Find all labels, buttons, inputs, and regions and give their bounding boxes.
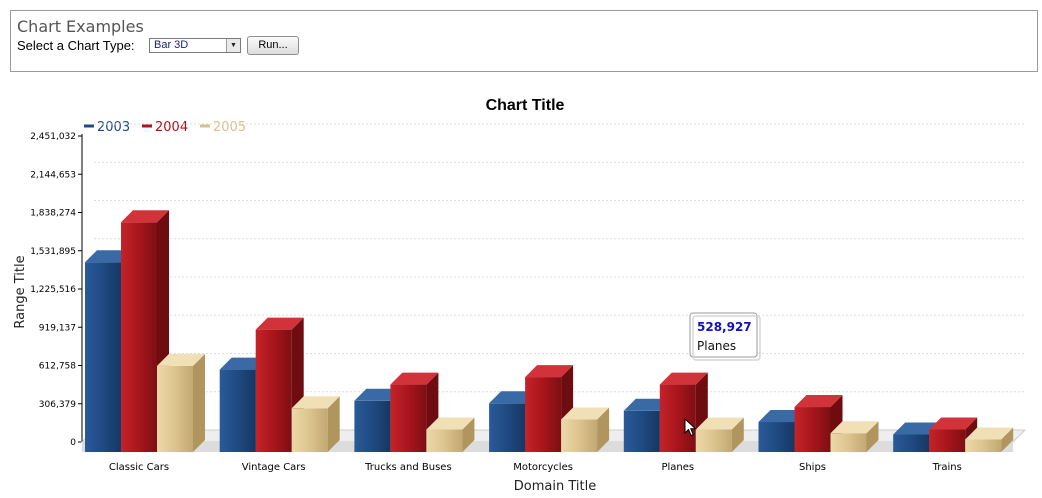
y-tick-label: 919,137 <box>39 323 76 333</box>
x-tick-label: Vintage Cars <box>242 462 306 473</box>
chart-type-selected-value: Bar 3D <box>154 39 189 51</box>
chart-type-select[interactable]: Bar 3D ▼ <box>149 38 241 53</box>
tooltip-value: 528,927 <box>697 320 752 334</box>
x-tick-label: Planes <box>661 462 694 473</box>
run-button[interactable]: Run... <box>247 36 299 55</box>
bar-series <box>85 210 1014 452</box>
y-tick-label: 0 <box>70 438 76 448</box>
y-axis-title: Range Title <box>13 255 28 328</box>
y-tick-label: 1,531,895 <box>30 247 76 257</box>
x-tick-label: Motorcycles <box>513 462 573 473</box>
tooltip-label: Planes <box>697 339 736 353</box>
bar-2005-vintage-cars[interactable] <box>291 396 340 452</box>
bar-2005-planes[interactable] <box>695 417 744 452</box>
x-axis: Classic Cars Vintage Cars Trucks and Buses… <box>109 462 962 473</box>
bar-2004-motorcycles[interactable] <box>525 365 574 452</box>
bar-2005-trains[interactable] <box>965 427 1014 452</box>
bar-2005-ships[interactable] <box>830 421 879 452</box>
legend-label-2003[interactable]: 2003 <box>97 120 130 135</box>
legend-label-2005[interactable]: 2005 <box>213 120 246 135</box>
x-tick-label: Ships <box>799 462 826 473</box>
x-tick-label: Trains <box>932 462 962 473</box>
chart-grid <box>94 123 1025 393</box>
x-tick-label: Classic Cars <box>109 462 169 473</box>
y-tick-label: 1,838,274 <box>30 209 76 219</box>
bar-2005-trucks-and-buses[interactable] <box>426 417 475 452</box>
bar-2004-trucks-and-buses[interactable] <box>390 372 439 452</box>
bar-2005-classic-cars[interactable] <box>157 353 205 452</box>
chart-tooltip: 528,927 Planes <box>689 312 761 361</box>
x-axis-title: Domain Title <box>514 479 596 494</box>
y-tick-label: 612,758 <box>39 362 76 372</box>
x-tick-label: Trucks and Buses <box>364 462 452 473</box>
mouse-pointer-icon <box>684 418 697 437</box>
panel-title: Chart Examples <box>17 17 144 36</box>
y-tick-label: 2,451,032 <box>30 132 76 142</box>
chart-type-label: Select a Chart Type: <box>17 38 135 53</box>
bar-2004-planes[interactable] <box>659 372 708 452</box>
bar-2005-motorcycles[interactable] <box>561 407 610 452</box>
y-tick-label: 1,225,516 <box>30 285 76 295</box>
y-axis: 0 306,379 612,758 919,137 1,225,516 1,531,895… <box>30 132 83 448</box>
chevron-down-icon[interactable]: ▼ <box>226 39 240 52</box>
chart-legend: 2003 2004 2005 <box>84 120 246 135</box>
chart-title: Chart Title <box>486 97 565 114</box>
y-tick-label: 2,144,653 <box>30 170 76 180</box>
legend-label-2004[interactable]: 2004 <box>155 120 188 135</box>
chart-examples-panel: Chart Examples Select a Chart Type: Bar … <box>10 10 1038 72</box>
y-tick-label: 306,379 <box>39 400 76 410</box>
